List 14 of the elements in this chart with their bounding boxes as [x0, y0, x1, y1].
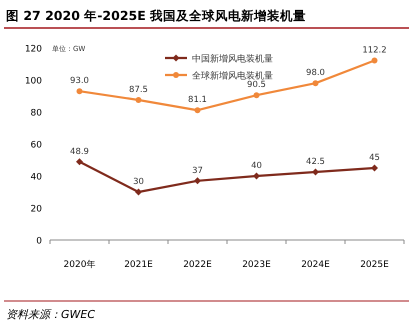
- point: [136, 97, 142, 103]
- annotation: 资料来源：GWEC: [6, 308, 96, 321]
- point: [371, 164, 378, 172]
- point: [372, 57, 378, 64]
- point: [253, 172, 260, 180]
- point: [76, 88, 82, 94]
- title: 图 27 2020 年-2025E 我国及全球风电新增装机量: [6, 8, 306, 23]
- point: [194, 107, 200, 114]
- point: [135, 188, 142, 196]
- point: [312, 168, 319, 176]
- point: [194, 177, 201, 184]
- point: [76, 158, 83, 166]
- point: [254, 92, 260, 98]
- point: [312, 80, 318, 86]
